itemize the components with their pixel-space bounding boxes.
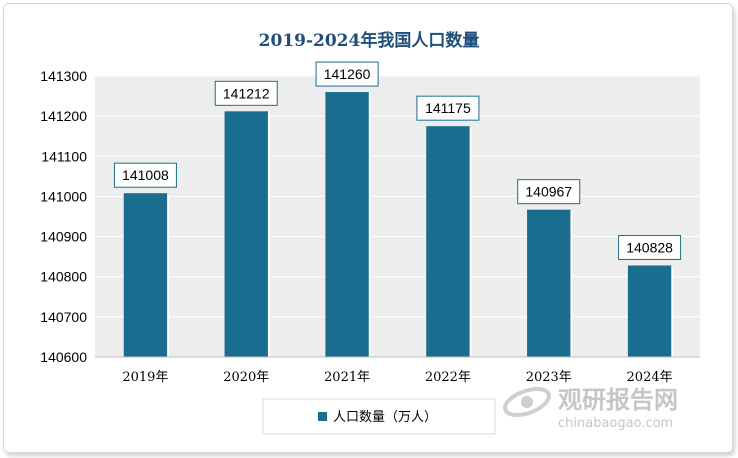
x-tick-label: 2022年 [425, 370, 471, 385]
y-tick-label: 141000 [40, 188, 87, 204]
bar [325, 92, 369, 358]
data-label-box [416, 95, 480, 121]
y-tick-label: 140700 [40, 309, 87, 325]
x-tick-label: 2024年 [627, 370, 673, 385]
data-label: 140967 [525, 184, 572, 200]
chart-title: 2019-2024年我国人口数量 [259, 30, 480, 51]
x-axis: 2019年 2020年 2021年 2022年 2023年 2024年 [95, 356, 700, 385]
x-tick-label: 2020年 [223, 370, 269, 385]
legend-swatch [318, 412, 327, 421]
data-label-box [517, 179, 581, 205]
data-label: 140828 [626, 239, 673, 255]
data-label-box [113, 162, 177, 188]
x-tick-label: 2023年 [526, 370, 572, 385]
y-tick-label: 141300 [40, 68, 87, 84]
watermark-brand: 观研报告网 [558, 386, 678, 414]
bar [426, 126, 470, 357]
plot-area [95, 76, 700, 357]
y-tick-label: 140800 [40, 269, 87, 285]
y-tick-label: 140900 [40, 229, 87, 245]
y-tick-label: 141200 [40, 108, 87, 124]
bar [527, 209, 571, 357]
data-labels: 141008 141212 141260 141175 140967 140828 [113, 61, 682, 260]
y-tick-label: 140600 [40, 349, 87, 365]
data-label: 141008 [122, 167, 169, 183]
bar [123, 193, 168, 357]
x-tick-label: 2019年 [122, 370, 168, 385]
data-label-box [315, 61, 379, 87]
bars [123, 92, 674, 360]
x-tick-label: 2021年 [324, 370, 370, 385]
data-label: 141175 [425, 100, 471, 116]
y-axis: 140600 140700 140800 140900 141000 141100 1412… [40, 68, 87, 365]
data-label: 141212 [223, 85, 270, 101]
watermark-url: chinabaogao.com [558, 416, 673, 431]
data-label-box [214, 80, 278, 106]
bar [224, 111, 268, 357]
bar [627, 265, 672, 357]
watermark: 观研报告网 chinabaogao.com [503, 386, 678, 431]
legend-box [262, 398, 496, 435]
data-label: 141260 [324, 66, 371, 82]
watermark-logo-icon [503, 387, 551, 417]
y-tick-label: 141100 [41, 148, 87, 164]
data-label-box [618, 234, 682, 260]
legend-label: 人口数量（万人） [333, 410, 437, 425]
